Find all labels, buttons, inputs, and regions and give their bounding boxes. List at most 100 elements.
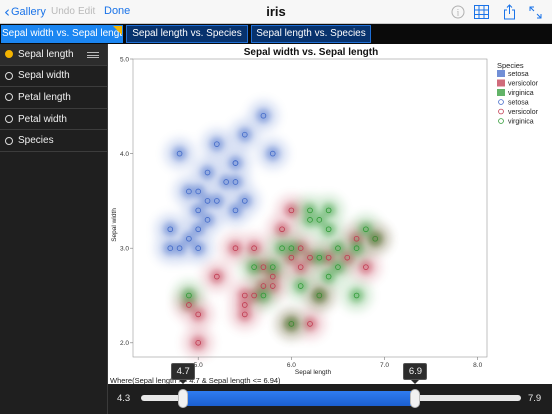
virginica-point xyxy=(316,254,323,261)
tab-sepal-length-vs-species[interactable]: Sepal length vs. Species xyxy=(126,25,248,43)
setosa-point xyxy=(214,198,220,204)
setosa-point xyxy=(260,112,267,119)
setosa-point xyxy=(204,217,211,223)
gallery-back-button[interactable]: ‹ Gallery xyxy=(4,4,46,20)
setosa-point xyxy=(204,169,211,176)
variable-sidebar: Sepal length Sepal width Petal length Pe… xyxy=(0,44,108,414)
density-blob xyxy=(200,193,215,208)
versicolor-point xyxy=(251,245,257,252)
y-tick-label: 5.0 xyxy=(120,56,129,63)
virginica-point xyxy=(353,245,360,252)
radio-selected-icon xyxy=(5,50,13,59)
sidebar-item-label: Petal width xyxy=(18,113,67,125)
versicolor-point xyxy=(241,311,248,318)
density-blob xyxy=(303,316,317,331)
scatter-density-chart[interactable]: Sepal width vs. Sepal length Sepal lengt… xyxy=(108,44,552,384)
slider-high-thumb[interactable] xyxy=(410,389,421,408)
versicolor-point xyxy=(279,226,285,233)
tab-sepal-width-vs-sepal-length[interactable]: Sepal width vs. Sepal length xyxy=(1,25,123,43)
density-blob xyxy=(312,212,327,227)
edit-button[interactable]: Edit xyxy=(78,6,96,17)
virginica-point xyxy=(279,245,285,252)
sidebar-item-label: Species xyxy=(18,135,54,147)
table-grid-icon[interactable] xyxy=(472,3,490,21)
versicolor-point xyxy=(251,292,257,299)
versicolor-point xyxy=(232,245,239,252)
slider-low-value-bubble: 4.7 xyxy=(171,363,196,384)
setosa-point xyxy=(195,245,202,252)
virginica-point xyxy=(251,264,257,270)
legend-entry-label: setosa xyxy=(508,71,529,78)
virginica-point xyxy=(353,292,360,299)
versicolor-point xyxy=(186,302,192,308)
svg-text:i: i xyxy=(457,8,460,18)
drag-handle-icon[interactable] xyxy=(87,52,99,58)
legend-entry-label: virginica xyxy=(508,90,534,97)
share-icon[interactable] xyxy=(500,3,518,21)
range-slider[interactable]: 4.3 7.9 xyxy=(108,384,552,414)
density-blob xyxy=(358,222,373,237)
undo-button[interactable]: Undo xyxy=(51,6,75,17)
slider-max-value: 7.9 xyxy=(528,393,542,404)
setosa-point xyxy=(195,188,202,195)
versicolor-point xyxy=(297,245,304,252)
legend-entry-label: versicolor xyxy=(508,81,539,88)
done-button[interactable]: Done xyxy=(104,5,131,17)
density-blob xyxy=(293,260,308,275)
virginica-point xyxy=(307,207,313,214)
setosa-point xyxy=(223,179,229,185)
virginica-point xyxy=(269,264,276,270)
chart-legend[interactable]: Species setosa versicolor virginica setosa v… xyxy=(497,61,539,126)
virginica-point xyxy=(307,217,313,223)
setosa-point xyxy=(195,226,202,233)
info-icon[interactable]: i xyxy=(449,3,467,21)
sidebar-item-petal-width[interactable]: Petal width xyxy=(0,109,107,131)
y-tick-label: 3.0 xyxy=(120,246,129,253)
density-blob xyxy=(275,222,290,237)
chart-title: Sepal width vs. Sepal length xyxy=(244,47,378,58)
density-blob xyxy=(219,174,234,189)
density-blob xyxy=(191,184,206,199)
y-tick-label: 2.0 xyxy=(120,340,129,347)
density-blob xyxy=(191,307,206,322)
legend-entry-label: setosa xyxy=(508,100,529,107)
sidebar-item-sepal-length[interactable]: Sepal length xyxy=(0,44,107,66)
chart-panel[interactable]: Sepal width vs. Sepal length Sepal lengt… xyxy=(108,44,552,385)
sidebar-item-petal-length[interactable]: Petal length xyxy=(0,87,107,109)
data-points xyxy=(167,112,379,346)
versicolor-point xyxy=(344,254,351,261)
virginica-point xyxy=(186,292,192,299)
tab-sepal-length-vs-species-2[interactable]: Sepal length vs. Species xyxy=(251,25,371,43)
fullscreen-icon[interactable] xyxy=(526,3,544,21)
versicolor-point xyxy=(353,235,360,242)
tab-label: Sepal width vs. Sepal length xyxy=(2,28,123,39)
chevron-left-icon: ‹ xyxy=(4,3,10,21)
setosa-point xyxy=(176,150,183,157)
density-blob xyxy=(265,260,280,275)
density-blob xyxy=(191,222,206,237)
x-tick-label: 7.0 xyxy=(380,362,389,369)
versicolor-point xyxy=(269,283,276,289)
density-contours xyxy=(155,100,391,358)
virginica-point xyxy=(325,226,332,233)
sidebar-item-label: Petal length xyxy=(18,91,71,103)
versicolor-point xyxy=(288,254,295,261)
page-title: iris xyxy=(266,4,286,19)
sidebar-item-sepal-width[interactable]: Sepal width xyxy=(0,66,107,88)
versicolor-point xyxy=(269,273,276,280)
density-blob xyxy=(209,269,224,284)
versicolor-point-swatch xyxy=(498,108,504,115)
sidebar-item-species[interactable]: Species xyxy=(0,130,107,152)
density-blob xyxy=(237,193,252,208)
virginica-density-swatch xyxy=(497,89,505,96)
density-blob xyxy=(275,241,290,256)
density-blob xyxy=(200,212,215,227)
active-tab-marker xyxy=(113,26,122,35)
radio-icon xyxy=(5,93,13,102)
versicolor-point xyxy=(297,264,304,270)
slider-low-thumb[interactable] xyxy=(178,389,189,408)
versicolor-point xyxy=(195,311,202,318)
versicolor-point xyxy=(307,254,313,261)
virginica-point xyxy=(288,245,295,252)
